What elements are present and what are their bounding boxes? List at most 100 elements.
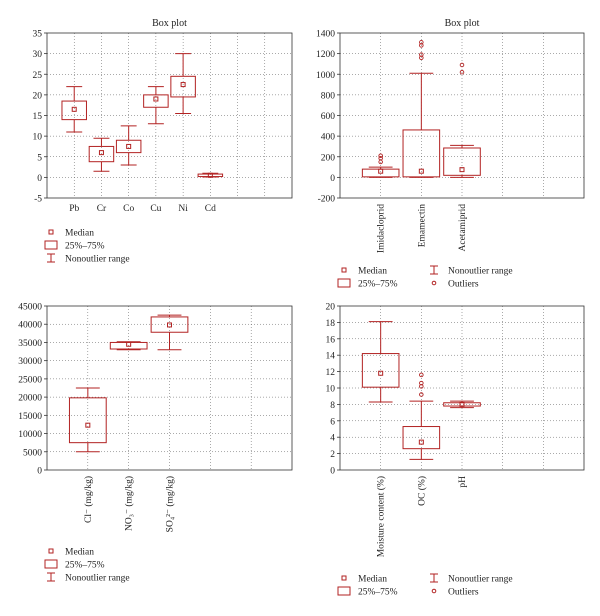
box-1 bbox=[361, 153, 400, 178]
y-tick-label: 200 bbox=[321, 153, 336, 163]
box-6 bbox=[197, 172, 224, 178]
y-tick-label: 40000 bbox=[18, 321, 42, 331]
median-marker bbox=[378, 370, 384, 376]
iqr-box bbox=[88, 145, 115, 163]
y-tick-label: 30000 bbox=[18, 357, 42, 367]
y-tick-label: 35000 bbox=[18, 339, 42, 349]
y-tick-label: 20000 bbox=[18, 394, 42, 404]
legend-item-iqr: 25%–75% bbox=[337, 278, 398, 290]
y-tick-label: -5 bbox=[34, 195, 42, 205]
median-marker bbox=[71, 106, 77, 112]
outlier-point bbox=[459, 69, 465, 75]
box-3 bbox=[443, 62, 481, 178]
y-tick-label: 1200 bbox=[316, 50, 335, 60]
y-tick-label: 15000 bbox=[18, 412, 42, 422]
median-marker bbox=[459, 401, 465, 407]
legend-label: Median bbox=[65, 548, 94, 558]
box-4 bbox=[143, 86, 169, 125]
median-marker bbox=[126, 341, 132, 347]
legend-item-range: Nonoutlier range bbox=[47, 572, 130, 584]
legend-item-range: Nonoutlier range bbox=[430, 573, 513, 585]
y-tick-label: 400 bbox=[321, 133, 336, 143]
y-tick-label: 18 bbox=[326, 319, 336, 329]
median-marker bbox=[98, 150, 104, 156]
legend-label: Median bbox=[65, 229, 94, 239]
legend-median-swatch bbox=[341, 575, 347, 581]
legend-item-range: Nonoutlier range bbox=[430, 265, 513, 277]
outlier-point bbox=[419, 380, 424, 386]
y-tick-label: 0 bbox=[330, 467, 335, 477]
legend-label: Outliers bbox=[448, 588, 479, 598]
y-tick-label: 800 bbox=[321, 91, 336, 101]
legend-label: Nonoutlier range bbox=[65, 574, 130, 584]
y-tick-label: 10000 bbox=[18, 430, 42, 440]
legend-outlier-swatch bbox=[431, 280, 437, 286]
chart-title: Box plot bbox=[445, 18, 480, 29]
category-label: Ni bbox=[178, 204, 188, 214]
outlier-point bbox=[419, 43, 424, 48]
y-tick-label: 10 bbox=[33, 133, 43, 143]
legend-item-iqr: 25%–75% bbox=[44, 559, 105, 571]
y-tick-label: 45000 bbox=[18, 303, 42, 313]
outlier-point bbox=[419, 372, 424, 378]
category-label: Cl⁻ (mg/kg) bbox=[83, 476, 94, 523]
median-marker bbox=[167, 322, 172, 328]
y-tick-label: 4 bbox=[330, 434, 335, 444]
median-marker bbox=[207, 172, 213, 178]
category-label: Cr bbox=[97, 204, 107, 214]
chart-panel-4: 0 2 4 6 8 10 12 14 16 18 20 Moisture content (%) OC … bbox=[326, 303, 585, 598]
median-marker bbox=[418, 168, 424, 174]
outlier-point bbox=[378, 156, 383, 161]
chart-title: Box plot bbox=[152, 18, 187, 29]
legend-label: Median bbox=[358, 267, 387, 277]
iqr-box bbox=[197, 173, 224, 178]
outlier-point bbox=[378, 153, 383, 158]
y-tick-label: 12 bbox=[326, 368, 336, 378]
y-tick-label: 6 bbox=[330, 417, 335, 427]
legend-median-swatch bbox=[48, 548, 54, 554]
box-1 bbox=[68, 387, 107, 453]
box-3 bbox=[150, 314, 189, 351]
iqr-box bbox=[402, 129, 441, 178]
legend-item-range: Nonoutlier range bbox=[47, 253, 130, 265]
category-label: Emamectin bbox=[417, 204, 427, 248]
chart-panel-2: Box plot -200 0 200 400 600 800 1000 1200 1400 Imi… bbox=[316, 18, 585, 290]
box-1 bbox=[361, 321, 400, 403]
legend-item-iqr: 25%–75% bbox=[44, 240, 105, 252]
box-3 bbox=[443, 400, 481, 409]
box-2 bbox=[109, 341, 148, 351]
plot-frame bbox=[46, 305, 293, 471]
iqr-box bbox=[150, 316, 189, 333]
box-5 bbox=[170, 53, 196, 114]
y-tick-label: 0 bbox=[330, 174, 335, 184]
chart-panel-3: 0 5000 10000 15000 20000 25000 30000 35000 40000… bbox=[18, 303, 293, 584]
iqr-box bbox=[61, 100, 87, 121]
legend-outlier-swatch bbox=[431, 588, 437, 594]
iqr-box bbox=[443, 402, 481, 407]
legend-median-swatch bbox=[341, 267, 347, 273]
y-tick-label: 16 bbox=[326, 335, 336, 345]
legend-item-median: Median bbox=[341, 267, 387, 277]
iqr-box bbox=[68, 397, 107, 444]
chart-panel-1: Box plot -5 0 5 10 15 20 25 30 35 Pb Cr Co Cu Ni Cd Medi… bbox=[33, 18, 293, 265]
y-tick-label: 600 bbox=[321, 112, 336, 122]
category-label: Cd bbox=[205, 204, 216, 214]
legend-label: Median bbox=[358, 575, 387, 585]
y-tick-label: 10 bbox=[326, 385, 336, 395]
legend-item-outliers: Outliers bbox=[431, 588, 479, 598]
box-2 bbox=[402, 40, 441, 178]
median-marker bbox=[378, 168, 384, 174]
category-label: OC (%) bbox=[416, 476, 427, 506]
iqr-box bbox=[361, 353, 400, 388]
legend-iqr-swatch bbox=[44, 240, 58, 250]
iqr-box bbox=[143, 94, 169, 108]
y-tick-label: 35 bbox=[33, 30, 43, 40]
y-tick-label: -200 bbox=[318, 195, 336, 205]
iqr-box bbox=[170, 75, 196, 98]
legend-label: Nonoutlier range bbox=[448, 267, 513, 277]
median-marker bbox=[126, 143, 132, 149]
category-label: Pb bbox=[69, 204, 79, 214]
median-marker bbox=[153, 96, 159, 102]
legend-item-median: Median bbox=[341, 575, 387, 585]
